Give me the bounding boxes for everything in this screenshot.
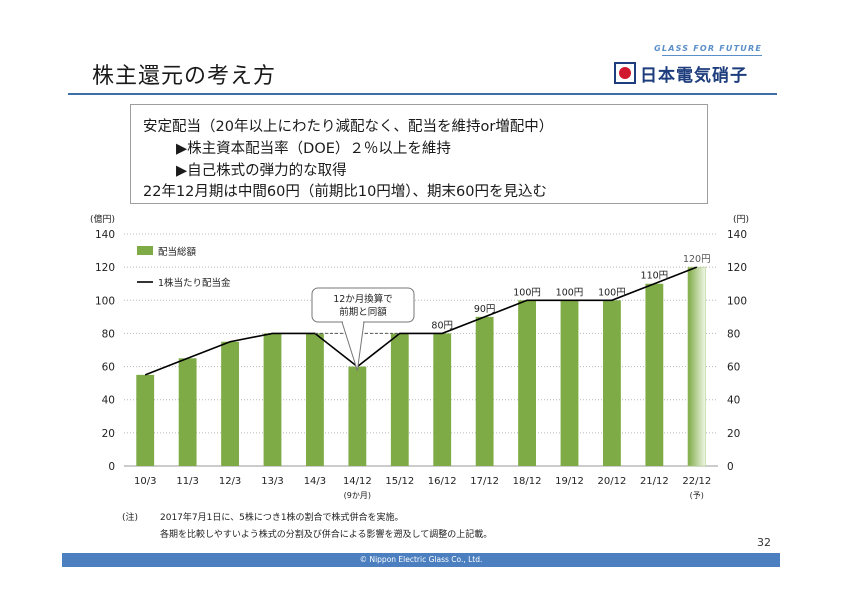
- left-y-tick-label: 120: [95, 262, 115, 274]
- note-prefix: (注): [122, 513, 139, 523]
- x-tick-label: 10/3: [134, 476, 156, 487]
- chart-gridlines: [124, 233, 718, 467]
- left-y-tick-label: 140: [95, 229, 115, 241]
- data-label-18-12: 100円: [513, 287, 541, 298]
- left-y-tick-label: 20: [102, 428, 115, 440]
- left-axis-unit-label: (億円): [90, 213, 115, 225]
- dividend-policy-box: 安定配当（20年以上にわたり減配なく、配当を維持or増配中） ▶株主資本配当率（…: [130, 104, 708, 204]
- data-label-20-12: 100円: [598, 287, 626, 298]
- data-label-17-12: 90円: [474, 304, 496, 315]
- right-y-tick-label: 20: [727, 428, 740, 440]
- data-label-19-12: 100円: [556, 287, 584, 298]
- bar-12-3: [221, 341, 239, 466]
- bar-16-12: [433, 333, 452, 466]
- bar-21-12: [645, 283, 664, 466]
- dividend-per-share-line: [144, 266, 698, 376]
- title-divider: [68, 93, 777, 95]
- note-line-2: 各期を比較しやすいよう株式の分割及び併合による影響を遡及して調整の上記載。: [122, 527, 492, 544]
- footer-copyright: © Nippon Electric Glass Co., Ltd.: [359, 555, 483, 564]
- bar-14-12: [348, 366, 367, 466]
- x-tick-label: 18/12: [513, 476, 542, 487]
- page-title: 株主還元の考え方: [92, 64, 277, 89]
- right-y-tick-label: 60: [727, 362, 740, 374]
- right-y-tick-label: 80: [727, 328, 740, 340]
- bar-20-12: [603, 300, 621, 466]
- left-y-tick-label: 0: [108, 461, 115, 473]
- bar-14-3: [306, 333, 324, 466]
- bar-19-12: [560, 300, 579, 466]
- policy-line-buyback: ▶自己株式の弾力的な取得: [176, 163, 347, 179]
- x-tick-label: 12/3: [219, 476, 241, 487]
- logo-mark-icon: [614, 62, 636, 84]
- data-label-22-12: 120円: [683, 254, 711, 265]
- chart-legend: 配当総額 1株当たり配当金: [137, 246, 231, 289]
- right-y-tick-label: 100: [727, 295, 747, 307]
- logo-tagline: GLASS FOR FUTURE: [654, 44, 762, 53]
- x-tick-label: 14/3: [304, 476, 326, 487]
- data-label-16-12: 80円: [431, 320, 453, 331]
- x-tick-sublabel: (9か月): [344, 491, 371, 500]
- right-y-tick-label: 40: [727, 395, 740, 407]
- policy-line-stable-dividend: 安定配当（20年以上にわたり減配なく、配当を維持or増配中）: [143, 119, 554, 135]
- chart-labels: 0 0 20 20 40 40 60 60 80 80 100 100 120 120 140 140 (億円)…: [90, 213, 749, 500]
- legend-bar-swatch: [137, 246, 153, 255]
- bar-15-12: [390, 333, 409, 466]
- company-logo: GLASS FOR FUTURE 日本電気硝子: [612, 44, 762, 88]
- left-y-tick-label: 60: [102, 362, 115, 374]
- bar-22-12: [687, 266, 706, 467]
- note-text-1: 2017年7月1日に、5株につき1株の割合で株式併合を実施。: [160, 513, 404, 523]
- x-tick-label: 15/12: [385, 476, 414, 487]
- left-y-tick-label: 40: [102, 395, 115, 407]
- x-tick-label: 14/12: [343, 476, 372, 487]
- chart-notes: (注) 2017年7月1日に、5株につき1株の割合で株式併合を実施。 各期を比較し…: [122, 510, 492, 544]
- note-line-1: (注) 2017年7月1日に、5株につき1株の割合で株式併合を実施。: [122, 510, 492, 527]
- legend-bar-label: 配当総額: [158, 246, 197, 258]
- x-tick-label: 13/3: [261, 476, 283, 487]
- callout-text-line: 12か月換算で: [333, 293, 393, 305]
- logo-tagline-rule: [662, 55, 762, 56]
- bar-11-3: [178, 358, 197, 466]
- bar-10-3: [136, 374, 155, 466]
- x-tick-label: 22/12: [682, 476, 711, 487]
- bar-13-3: [263, 333, 282, 466]
- logo-company-name: 日本電気硝子: [640, 66, 748, 86]
- x-tick-label: 21/12: [640, 476, 669, 487]
- x-tick-label: 19/12: [555, 476, 584, 487]
- x-tick-sublabel: (予): [690, 491, 704, 500]
- x-tick-label: 20/12: [598, 476, 627, 487]
- page-number: 32: [757, 536, 771, 549]
- logo-red-dot-icon: [619, 67, 631, 79]
- policy-line-forecast: 22年12月期は中間60円（前期比10円増）、期末60円を見込む: [143, 184, 548, 200]
- right-y-tick-label: 120: [727, 262, 747, 274]
- callout-pointer: [341, 321, 365, 371]
- bar-17-12: [475, 316, 494, 466]
- x-tick-label: 16/12: [428, 476, 457, 487]
- bar-18-12: [518, 300, 536, 466]
- dividend-chart: 0 0 20 20 40 40 60 60 80 80 100 100 120 120 140 140 (億円)…: [90, 213, 749, 500]
- footer-bar: © Nippon Electric Glass Co., Ltd.: [62, 553, 780, 567]
- x-tick-label: 17/12: [470, 476, 499, 487]
- note-text-2: 各期を比較しやすいよう株式の分割及び併合による影響を遡及して調整の上記載。: [160, 530, 493, 540]
- legend-line-label: 1株当たり配当金: [158, 277, 231, 289]
- left-y-tick-label: 100: [95, 295, 115, 307]
- right-y-tick-label: 140: [727, 229, 747, 241]
- x-tick-label: 11/3: [176, 476, 198, 487]
- right-axis-unit-label: (円): [733, 214, 749, 225]
- callout-text-line: 前期と同額: [339, 306, 387, 318]
- right-y-tick-label: 0: [727, 461, 734, 473]
- chart-bars: [136, 266, 706, 467]
- left-y-tick-label: 80: [102, 328, 115, 340]
- data-label-21-12: 110円: [641, 271, 669, 282]
- policy-line-doe: ▶株主資本配当率（DOE）２％以上を維持: [176, 141, 451, 157]
